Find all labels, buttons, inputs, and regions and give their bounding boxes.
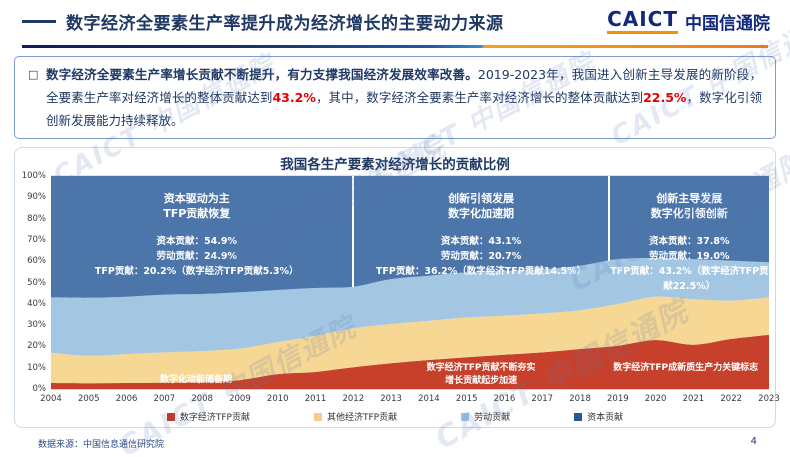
header: 数字经济全要素生产率提升成为经济增长的主要动力来源 CAICT 中国信通院 bbox=[22, 9, 770, 34]
x-axis-tick: 2007 bbox=[153, 394, 176, 404]
legend-label: 劳动贡献 bbox=[474, 413, 511, 423]
plot-baseline bbox=[51, 389, 769, 390]
area-other-tfp bbox=[51, 296, 769, 384]
x-axis: 2004 2005 2006 2007 2008 2009 2010 2011 2012 2013… bbox=[40, 392, 780, 406]
x-axis-tick: 2012 bbox=[342, 394, 365, 404]
summary-box: □ 数字经济全要素生产率增长贡献不断提升，有力支撑我国经济发展效率改善。2019-… bbox=[14, 56, 776, 139]
plot-top-line bbox=[51, 175, 769, 176]
phase-panel-stats: 资本贡献：37.8% 劳动贡献：19.0% TFP贡献：43.2%（数字经济TFP贡… bbox=[610, 235, 769, 292]
x-axis-tick: 2017 bbox=[531, 394, 554, 404]
x-axis-tick: 2023 bbox=[758, 394, 780, 404]
header-dash bbox=[22, 20, 56, 23]
legend-label: 资本贡献 bbox=[587, 413, 624, 423]
legend-swatch-icon bbox=[166, 412, 175, 421]
area-digital-tfp bbox=[51, 334, 769, 389]
summary-text: □ 数字经济全要素生产率增长贡献不断提升，有力支撑我国经济发展效率改善。2019-… bbox=[27, 63, 762, 132]
phase-divider-1 bbox=[351, 176, 354, 287]
y-axis-label: 60% bbox=[27, 256, 46, 267]
x-axis-tick: 2010 bbox=[266, 394, 289, 404]
summary-value-tfp: 43.2% bbox=[272, 90, 316, 105]
y-axis-label: 50% bbox=[27, 277, 46, 288]
summary-seg1: 2019-2023年，我国进入创新主导发展的新阶段，全要素生产率对经济增长的整体… bbox=[46, 67, 762, 105]
x-axis-tick: 2008 bbox=[191, 394, 213, 404]
page-title: 数字经济全要素生产率提升成为经济增长的主要动力来源 bbox=[66, 14, 504, 34]
y-axis-label: 20% bbox=[27, 341, 46, 352]
phase-panel-2: 创新引领发展 数字化加速期资本贡献：43.1% 劳动贡献：20.7% TFP贡献：36… bbox=[345, 191, 618, 279]
caict-logo-cn: 中国信通院 bbox=[685, 14, 770, 34]
legend-item-capital: 资本贡献 bbox=[574, 410, 623, 423]
x-axis-tick: 2021 bbox=[682, 394, 705, 404]
chart-annotation-2: 数字经济TFP贡献不断夯实 增长贡献起步加速 bbox=[426, 363, 536, 386]
x-axis-tick: 2016 bbox=[493, 394, 516, 404]
phase-panel-title: 资本驱动为主 TFP贡献恢复 bbox=[163, 191, 231, 220]
summary-seg3: ，数字化引领创新发展能力持续释放。 bbox=[46, 90, 762, 128]
y-axis-label: 30% bbox=[27, 320, 46, 331]
page-number: 4 bbox=[750, 436, 757, 447]
summary-lead: 数字经济全要素生产率增长贡献不断提升，有力支撑我国经济发展效率改善。 bbox=[46, 67, 478, 82]
phase-panel-title: 创新引领发展 数字化加速期 bbox=[448, 191, 515, 220]
x-axis-tick: 2020 bbox=[644, 394, 667, 404]
x-axis-tick: 2011 bbox=[304, 394, 327, 404]
summary-value-digital-tfp: 22.5% bbox=[643, 90, 687, 105]
bullet-square-icon: □ bbox=[28, 68, 39, 81]
y-axis-label: 90% bbox=[27, 192, 46, 203]
phase-panel-3: 创新主导发展 数字化引领创新资本贡献：37.8% 劳动贡献：19.0% TFP贡献：4… bbox=[610, 191, 768, 294]
caict-logo: CAICT 中国信通院 bbox=[607, 9, 770, 34]
chart-legend: 数字经济TFP贡献 其他经济TFP贡献 劳动贡献 资本贡献 bbox=[15, 410, 775, 423]
phase-panel-title: 创新主导发展 数字化引领创新 bbox=[650, 191, 728, 220]
legend-swatch-icon bbox=[313, 412, 322, 421]
area-labor bbox=[51, 257, 769, 356]
x-axis-tick: 2014 bbox=[418, 394, 440, 404]
x-axis-tick: 2015 bbox=[455, 394, 478, 404]
chart-annotation-1: 数字化动能储备期 bbox=[160, 375, 233, 386]
caict-logo-text: CAICT bbox=[607, 9, 678, 34]
legend-item-digital-tfp: 数字经济TFP贡献 bbox=[166, 410, 250, 423]
x-axis-tick: 2009 bbox=[229, 394, 251, 404]
phase-panel-stats: 资本贡献：43.1% 劳动贡献：20.7% TFP贡献：36.2%（数字经济TFP贡… bbox=[375, 235, 587, 277]
chart-title: 我国各生产要素对经济增长的贡献比例 bbox=[280, 157, 510, 173]
x-axis-tick: 2006 bbox=[115, 394, 138, 404]
summary-seg2: ，其中，数字经济全要素生产率对经济增长的整体贡献达到 bbox=[315, 90, 644, 105]
stacked-area-chart bbox=[51, 176, 769, 389]
x-axis-tick: 2004 bbox=[40, 394, 62, 404]
legend-item-other-tfp: 其他经济TFP贡献 bbox=[313, 410, 398, 423]
y-axis-label: 40% bbox=[27, 298, 46, 309]
legend-item-labor: 劳动贡献 bbox=[461, 410, 510, 423]
y-axis-label: 70% bbox=[27, 234, 46, 245]
header-rule bbox=[22, 45, 768, 48]
phase-panel-stats: 资本贡献：54.9% 劳动贡献：24.9% TFP贡献：20.2%（数字经济TFP贡… bbox=[94, 235, 299, 277]
data-source: 数据来源：中国信息通信研究院 bbox=[38, 440, 165, 450]
chart-plot-area: 0% 10% 20% 30% 40% 50% 60% 70% 80% 90% 100% 资本驱动为主 T… bbox=[22, 171, 769, 394]
legend-swatch-icon bbox=[574, 412, 583, 421]
area-capital bbox=[51, 176, 769, 298]
x-axis-tick: 2019 bbox=[607, 394, 629, 404]
legend-swatch-icon bbox=[461, 412, 470, 421]
y-axis-label: 0% bbox=[32, 384, 47, 394]
x-axis-tick: 2005 bbox=[77, 394, 100, 404]
legend-label: 其他经济TFP贡献 bbox=[326, 413, 398, 423]
y-axis-label: 80% bbox=[27, 213, 46, 224]
phase-divider-2 bbox=[607, 176, 610, 262]
y-axis-label: 10% bbox=[27, 362, 46, 373]
legend-label: 数字经济TFP贡献 bbox=[179, 413, 250, 423]
chart-annotation-3: 数字经济TFP成新质生产力关键标志 bbox=[613, 363, 759, 374]
x-axis-tick: 2022 bbox=[720, 394, 743, 404]
y-axis-label: 100% bbox=[21, 171, 46, 181]
x-axis-tick: 2013 bbox=[380, 394, 402, 404]
phase-panel-1: 资本驱动为主 TFP贡献恢复资本贡献：54.9% 劳动贡献：24.9% TFP贡献：2… bbox=[53, 191, 340, 279]
x-axis-tick: 2018 bbox=[569, 394, 591, 404]
chart-card: 我国各生产要素对经济增长的贡献比例 0% 10% 20% 30% 40% 50% 60% 70… bbox=[14, 147, 780, 428]
